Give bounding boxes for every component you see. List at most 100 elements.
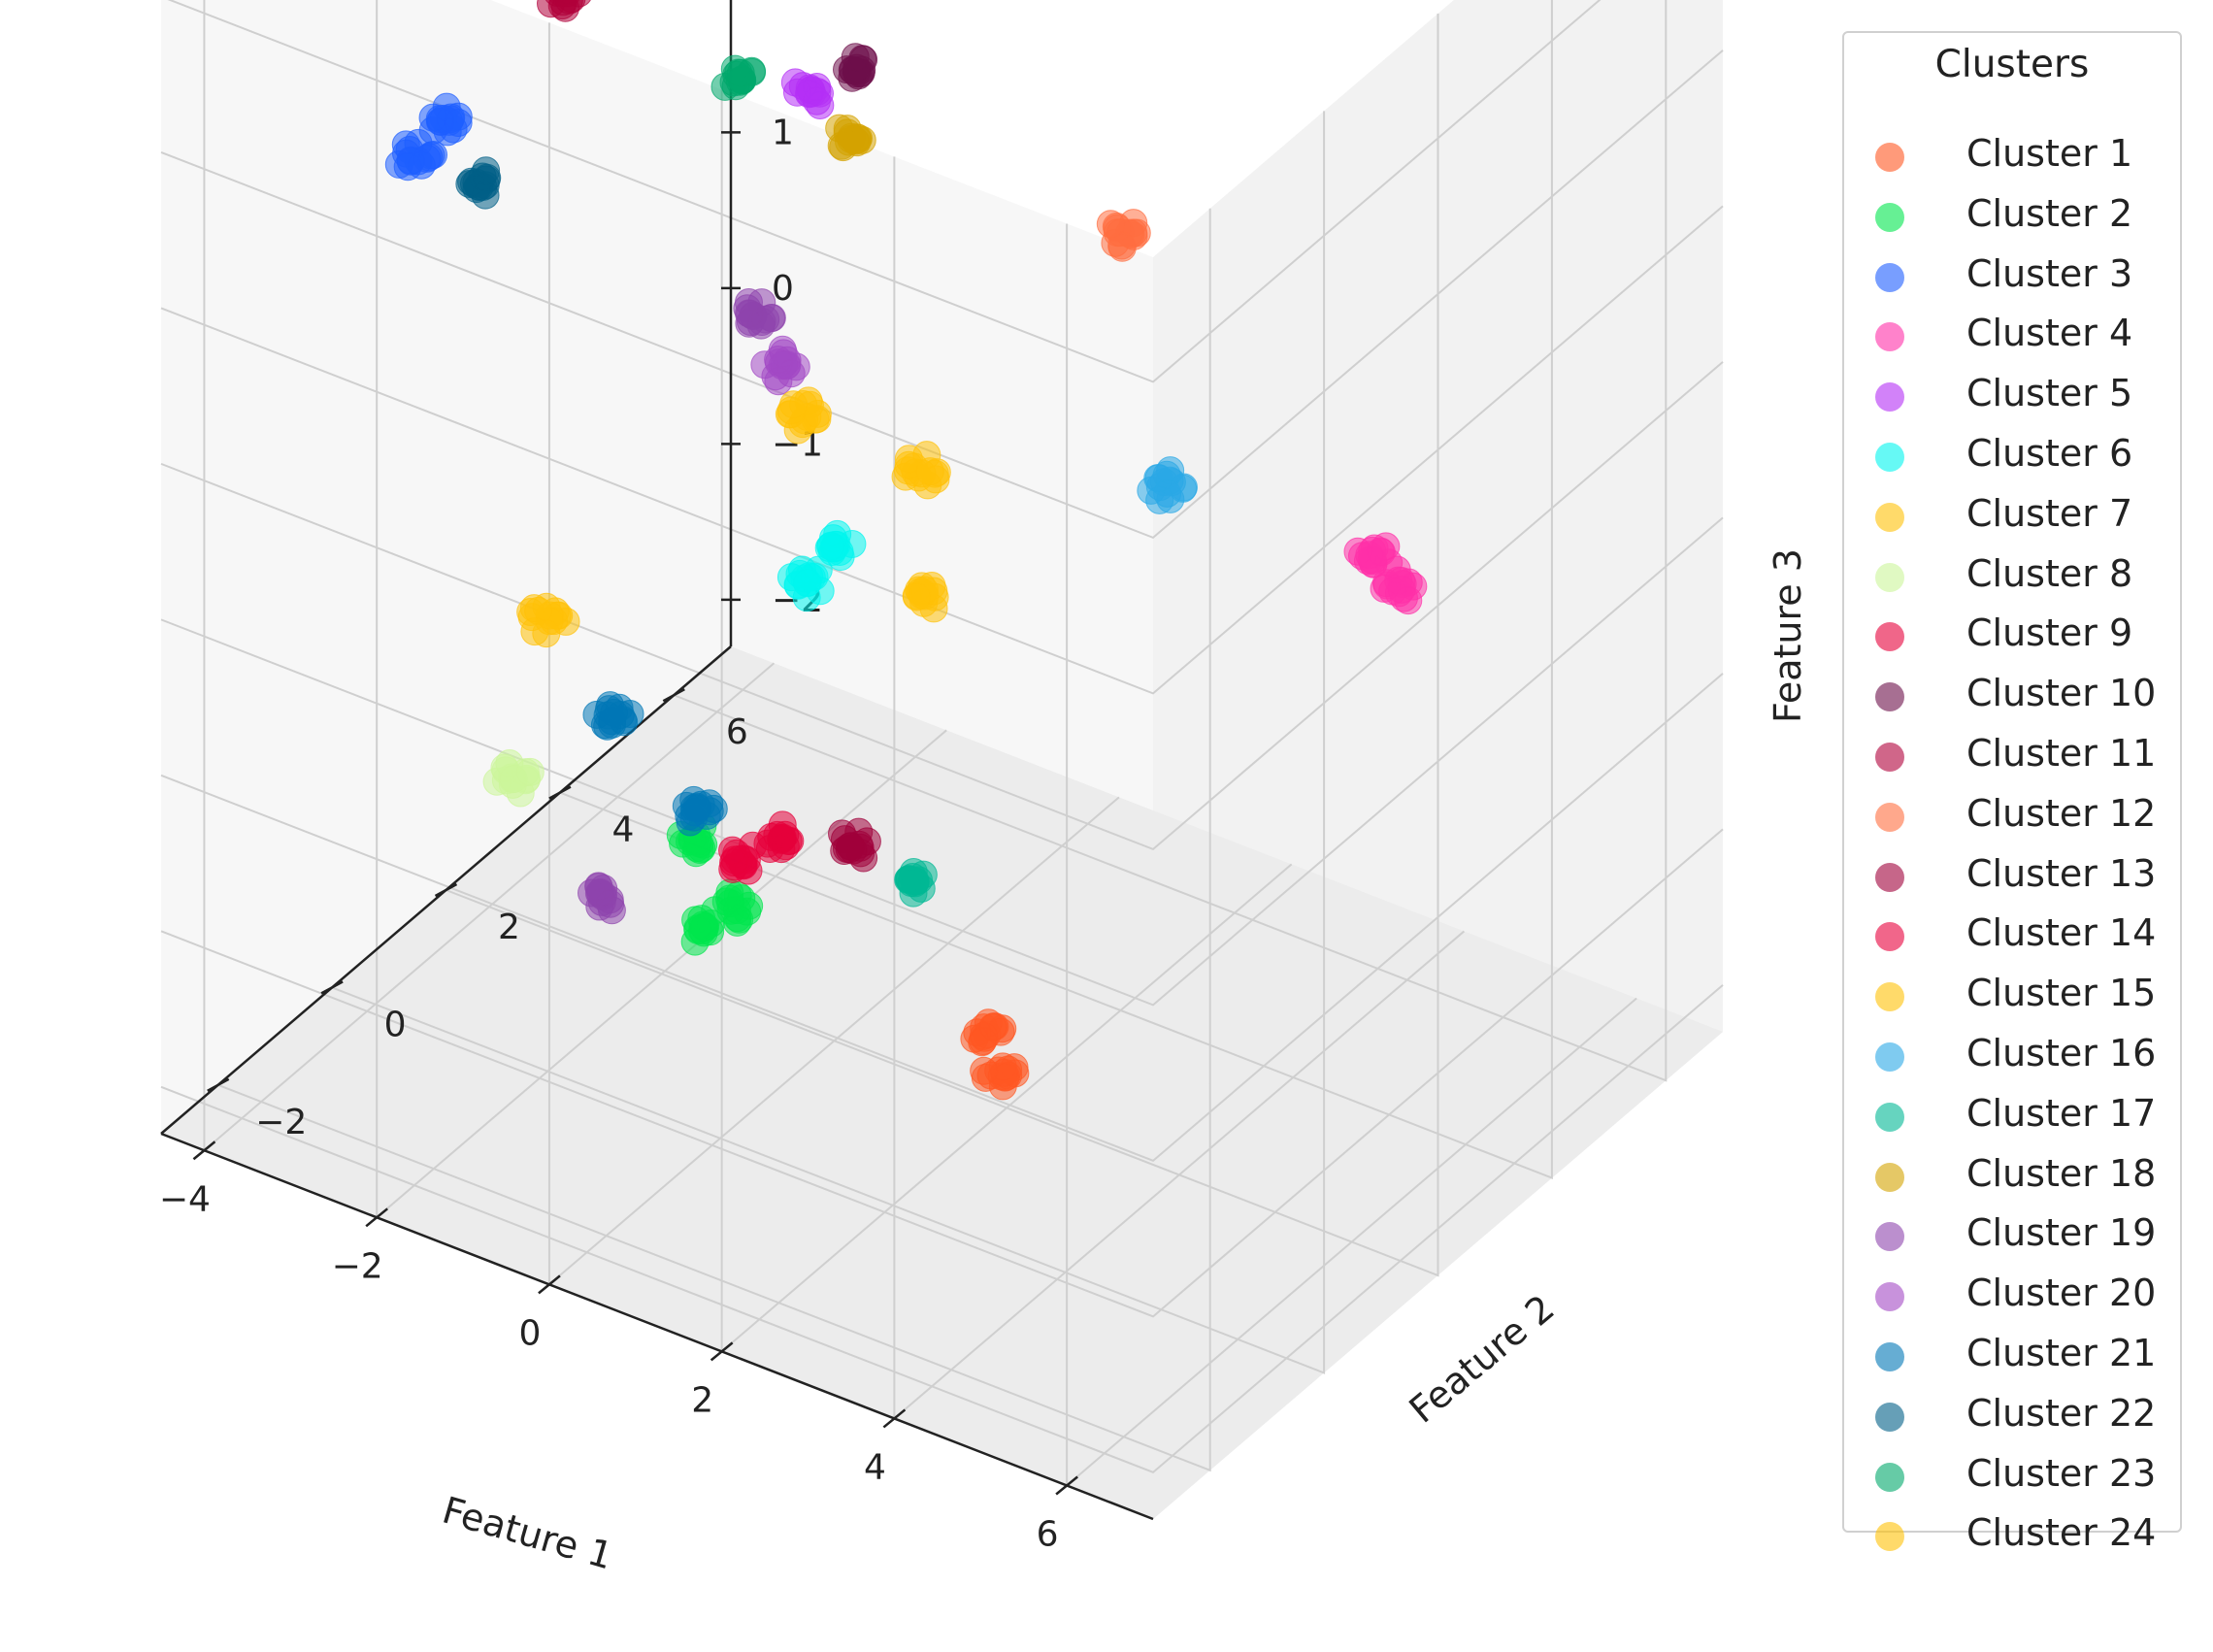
y-tick-label: 6 [726,712,748,752]
series-17 [894,858,938,908]
legend-item: Cluster 5 [1844,368,2180,426]
legend-item: Cluster 23 [1844,1448,2180,1506]
grid-line-y [217,208,1211,1472]
data-point [726,58,755,87]
data-point [515,757,545,786]
legend-marker [1875,1102,1904,1132]
series-11 [537,0,591,22]
data-point [779,390,809,419]
y-axis-label: Feature 2 [1402,1286,1563,1431]
x-tick-label: 4 [864,1447,886,1487]
x-tick-mark [192,1140,216,1161]
legend-item: Cluster 17 [1844,1088,2180,1146]
legend-marker [1875,1282,1904,1312]
grid-line-z [167,0,1602,383]
legend-item: Cluster 4 [1844,308,2180,366]
series-4 [1343,532,1428,615]
y-tick-mark [434,882,458,898]
x-tick-mark [882,1408,907,1429]
data-point [841,43,870,72]
series-18 [825,114,876,162]
grid-line-z [160,984,1724,1474]
legend-item: Cluster 21 [1844,1328,2180,1386]
data-point [915,457,944,486]
legend-marker [1875,622,1904,652]
legend-item: Cluster 22 [1844,1388,2180,1446]
x-tick-mark [365,1207,388,1228]
data-point [1153,479,1182,508]
x-tick-label: 0 [518,1313,541,1353]
legend-item: Cluster 1 [1844,128,2180,186]
legend-marker [1875,1042,1904,1072]
data-point [723,904,752,933]
series-5 [780,68,835,119]
data-point [719,848,748,877]
data-point [770,350,799,380]
legend-marker [1875,982,1904,1012]
legend-label: Cluster 19 [1966,1211,2157,1255]
legend-item: Cluster 16 [1844,1028,2180,1086]
legend-item: Cluster 3 [1844,248,2180,307]
legend-marker [1875,1402,1904,1432]
legend-label: Cluster 14 [1966,911,2157,955]
legend-label: Cluster 15 [1966,972,2157,1015]
legend-label: Cluster 5 [1966,372,2133,415]
grid-line-y [559,0,1553,1180]
legend-marker [1875,802,1904,832]
legend-item: Cluster 15 [1844,968,2180,1026]
grid-line-z [160,205,1724,695]
y-tick-label: 4 [611,810,634,850]
legend-item: Cluster 14 [1844,908,2180,966]
legend-marker [1875,682,1904,712]
legend: Clusters Cluster 1 Cluster 2 Cluster 3 Clus… [1842,31,2182,1554]
y-tick-mark [207,1077,230,1092]
legend-item: Cluster 19 [1844,1207,2180,1266]
legend-item: Cluster 12 [1844,788,2180,846]
data-point [520,617,549,646]
series-23 [710,54,767,101]
data-point [393,152,422,182]
series-19 [578,288,786,925]
legend-label: Cluster 6 [1966,432,2133,475]
legend-marker [1875,382,1904,413]
series-2 [666,811,764,956]
data-point [836,832,865,861]
legend-marker [1875,562,1904,592]
data-point [679,803,709,832]
x-tick-mark [1055,1475,1078,1496]
grid-line-y [446,14,1439,1277]
x-tick-label: −4 [159,1179,211,1219]
series-13 [828,817,881,873]
series-6 [776,519,867,612]
y-tick-mark [548,785,572,800]
grid-line-y [673,0,1668,1082]
x-tick-mark [710,1341,734,1362]
data-point [802,86,831,116]
grid-lines [160,0,1724,1488]
data-point [751,305,780,334]
legend-label: Cluster 24 [1966,1511,2157,1555]
series-1 [960,1008,1030,1101]
legend-label: Cluster 18 [1966,1151,2157,1195]
x-axis-line [160,1132,1154,1521]
legend-label: Cluster 10 [1966,672,2157,715]
data-point [894,445,923,474]
legend-marker [1875,322,1904,352]
grid-line-z [160,673,1724,1163]
legend-label: Cluster 3 [1966,251,2133,295]
legend-marker [1875,1222,1904,1252]
legend-item: Cluster 13 [1844,848,2180,907]
legend-marker [1875,922,1904,952]
x-axis-label: Feature 1 [438,1489,617,1578]
legend-item: Cluster 6 [1844,428,2180,486]
data-point [969,1027,998,1056]
data-point [1371,532,1401,561]
legend-label: Cluster 8 [1966,551,2133,595]
legend-label: Cluster 9 [1966,611,2133,655]
grid-line-y [331,111,1326,1374]
series-10 [833,43,878,92]
x-tick-mark [538,1274,561,1295]
legend-marker [1875,743,1904,772]
x-tick-label: −2 [332,1246,383,1286]
y-tick-mark [320,980,344,995]
